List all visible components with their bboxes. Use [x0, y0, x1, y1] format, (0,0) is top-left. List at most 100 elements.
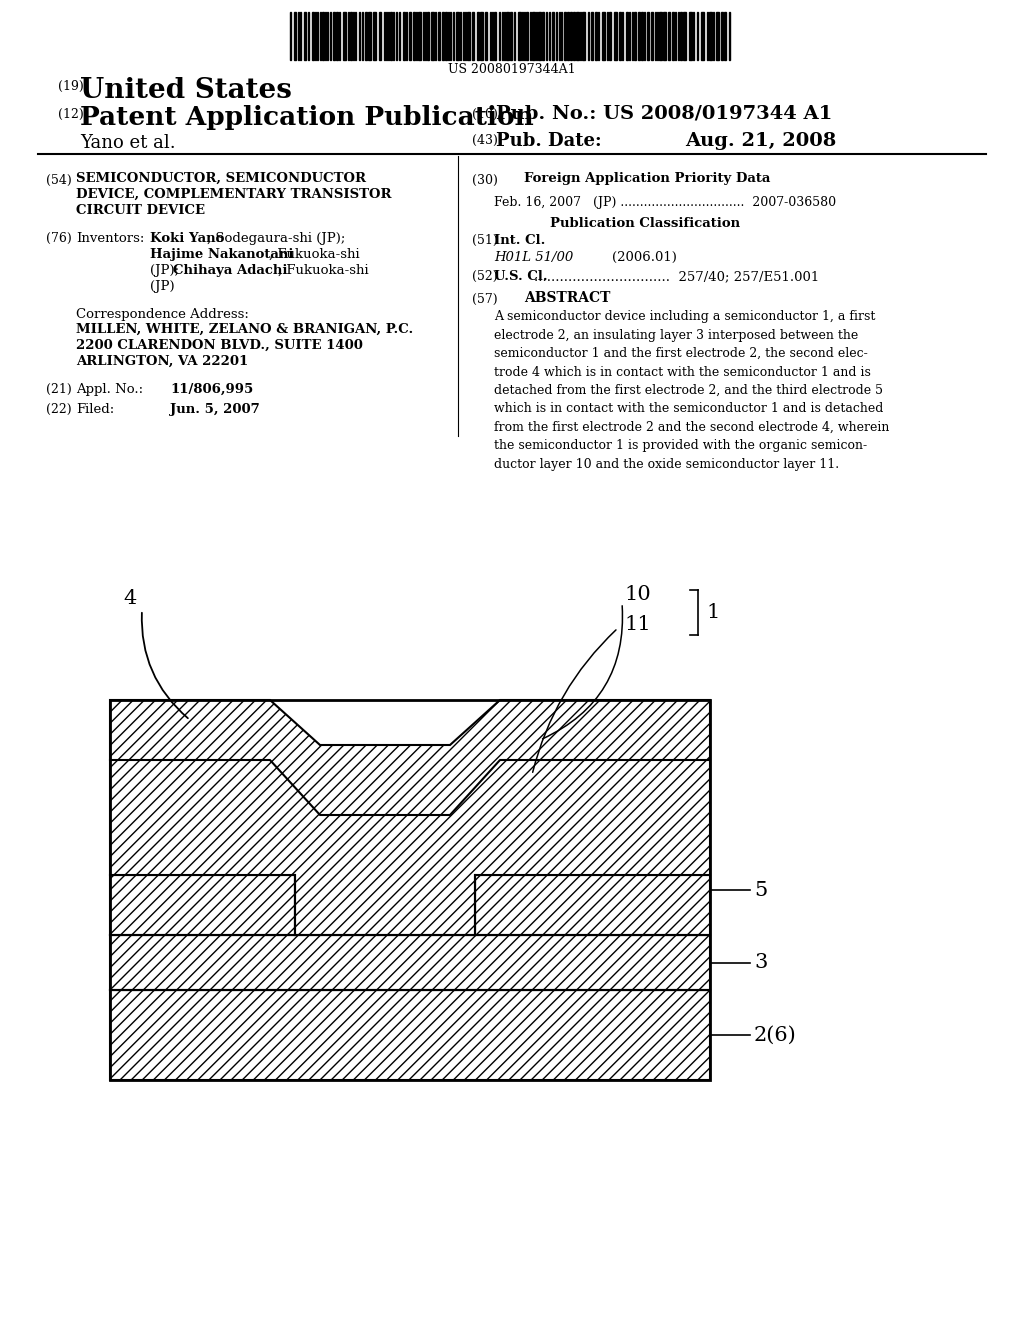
Bar	[294, 12, 296, 59]
Bar	[467, 12, 470, 59]
Bar	[304, 12, 306, 59]
Text: 11: 11	[625, 615, 651, 635]
Bar	[724, 12, 726, 59]
Text: , Fukuoka-shi: , Fukuoka-shi	[269, 248, 359, 261]
Text: Yano et al.: Yano et al.	[80, 135, 176, 152]
Bar	[626, 12, 628, 59]
Text: 10: 10	[625, 586, 651, 605]
Bar	[602, 12, 605, 59]
Bar	[567, 12, 569, 59]
Text: ARLINGTON, VA 22201: ARLINGTON, VA 22201	[76, 355, 248, 368]
Text: Koki Yano: Koki Yano	[150, 232, 224, 246]
Bar	[322, 12, 324, 59]
Bar	[472, 12, 474, 59]
Text: (JP);: (JP);	[150, 264, 183, 277]
Bar	[343, 12, 346, 59]
Text: Pub. No.: US 2008/0197344 A1: Pub. No.: US 2008/0197344 A1	[496, 106, 833, 123]
Bar	[368, 12, 371, 59]
Bar	[532, 12, 535, 59]
Bar	[518, 12, 521, 59]
Bar	[494, 12, 496, 59]
Bar	[538, 12, 541, 59]
Bar	[683, 12, 686, 59]
Bar	[110, 700, 710, 1080]
Bar	[485, 12, 487, 59]
Bar	[709, 12, 712, 59]
Text: (76): (76)	[46, 232, 72, 246]
Text: MILLEN, WHITE, ZELANO & BRANIGAN, P.C.: MILLEN, WHITE, ZELANO & BRANIGAN, P.C.	[76, 323, 414, 337]
Bar	[110, 935, 710, 990]
Text: ABSTRACT: ABSTRACT	[524, 290, 610, 305]
Text: Chihaya Adachi: Chihaya Adachi	[173, 264, 288, 277]
Bar	[350, 12, 352, 59]
Text: 2200 CLARENDON BLVD., SUITE 1400: 2200 CLARENDON BLVD., SUITE 1400	[76, 339, 362, 352]
Text: Inventors:: Inventors:	[76, 232, 144, 246]
Text: (12): (12)	[58, 108, 84, 121]
Bar	[701, 12, 705, 59]
Bar	[641, 12, 643, 59]
Text: (54): (54)	[46, 174, 72, 187]
Bar	[689, 12, 692, 59]
Bar	[716, 12, 719, 59]
Text: (30): (30)	[472, 174, 498, 187]
Bar	[582, 12, 585, 59]
Bar	[526, 12, 528, 59]
Text: Int. Cl.: Int. Cl.	[494, 234, 546, 247]
Text: Publication Classification: Publication Classification	[550, 216, 740, 230]
Text: Jun. 5, 2007: Jun. 5, 2007	[170, 403, 260, 416]
Text: (JP): (JP)	[150, 280, 175, 293]
Bar	[618, 12, 621, 59]
Bar	[638, 12, 640, 59]
Text: 4: 4	[123, 589, 136, 607]
Text: (21): (21)	[46, 383, 72, 396]
Text: US 20080197344A1: US 20080197344A1	[449, 63, 575, 77]
Bar	[365, 12, 367, 59]
Text: , Fukuoka-shi: , Fukuoka-shi	[278, 264, 369, 277]
Text: (51): (51)	[472, 234, 498, 247]
Text: ................................  257/40; 257/E51.001: ................................ 257/40;…	[534, 271, 819, 282]
Text: Patent Application Publication: Patent Application Publication	[80, 106, 534, 129]
Bar	[413, 12, 415, 59]
Bar	[427, 12, 429, 59]
Bar	[418, 12, 421, 59]
Bar	[609, 12, 611, 59]
Bar	[445, 12, 447, 59]
Bar	[480, 12, 483, 59]
Bar	[672, 12, 674, 59]
Text: (2006.01): (2006.01)	[612, 251, 677, 264]
Text: (22): (22)	[46, 403, 72, 416]
Text: United States: United States	[80, 77, 292, 104]
Bar	[668, 12, 670, 59]
Text: (10): (10)	[472, 108, 498, 121]
Text: Correspondence Address:: Correspondence Address:	[76, 308, 249, 321]
Text: Pub. Date:: Pub. Date:	[496, 132, 602, 150]
Text: CIRCUIT DEVICE: CIRCUIT DEVICE	[76, 205, 205, 216]
Bar	[475, 875, 710, 935]
Text: 5: 5	[754, 880, 767, 899]
Bar	[506, 12, 509, 59]
Bar	[659, 12, 662, 59]
Bar	[595, 12, 597, 59]
Bar	[403, 12, 406, 59]
Text: 3: 3	[754, 953, 767, 972]
Bar	[336, 12, 338, 59]
Text: 11/806,995: 11/806,995	[170, 383, 253, 396]
Text: (57): (57)	[472, 293, 498, 306]
Text: Aug. 21, 2008: Aug. 21, 2008	[685, 132, 837, 150]
Bar	[647, 12, 649, 59]
Bar	[431, 12, 434, 59]
Bar	[477, 12, 479, 59]
Text: Appl. No.:: Appl. No.:	[76, 383, 143, 396]
Bar	[721, 12, 723, 59]
Bar	[542, 12, 544, 59]
Bar	[373, 12, 376, 59]
Text: 2(6): 2(6)	[754, 1026, 797, 1044]
Text: A semiconductor device including a semiconductor 1, a first
electrode 2, an insu: A semiconductor device including a semic…	[494, 310, 890, 471]
Text: Feb. 16, 2007   (JP) ................................  2007-036580: Feb. 16, 2007 (JP) .....................…	[494, 195, 837, 209]
Bar	[651, 12, 653, 59]
Text: Filed:: Filed:	[76, 403, 115, 416]
Bar	[438, 12, 440, 59]
Bar	[614, 12, 617, 59]
Bar	[663, 12, 666, 59]
Bar	[573, 12, 575, 59]
